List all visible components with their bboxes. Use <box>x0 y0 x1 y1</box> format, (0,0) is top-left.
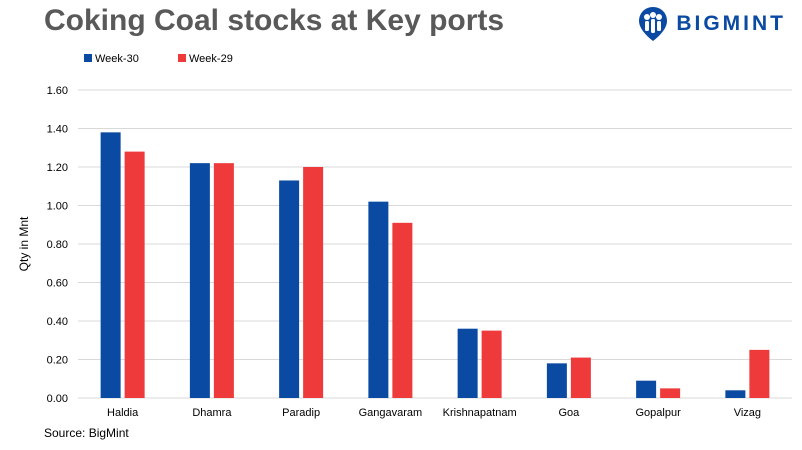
legend-swatch <box>178 54 186 62</box>
bigmint-logo-icon <box>639 7 668 41</box>
bar-week29 <box>570 357 591 398</box>
bar-week30 <box>189 163 210 398</box>
bar-week29 <box>481 330 502 398</box>
bar-week30 <box>457 328 478 398</box>
y-axis-label: Qty in Mnt <box>17 216 31 271</box>
source-note: Source: BigMint <box>44 426 129 440</box>
bar-week29 <box>392 222 413 398</box>
y-tick-label: 0.60 <box>47 278 68 290</box>
bar-week29 <box>124 151 145 398</box>
bar-week29 <box>660 388 681 398</box>
x-tick-label: Gopalpur <box>635 407 681 419</box>
y-tick-label: 0.20 <box>47 355 68 367</box>
x-tick-label: Vizag <box>734 407 761 419</box>
bar-week29 <box>213 163 234 398</box>
y-tick-label: 1.00 <box>47 201 68 213</box>
x-tick-label: Gangavaram <box>359 407 423 419</box>
bar-week30 <box>725 390 746 398</box>
logo-text: BIGMINT <box>676 12 786 35</box>
y-tick-label: 0.00 <box>47 393 68 405</box>
bar-week30 <box>279 180 300 398</box>
bar-week30 <box>100 132 121 398</box>
bar-week30 <box>546 363 567 398</box>
bar-week30 <box>368 201 389 398</box>
x-tick-label: Paradip <box>282 407 320 419</box>
bar-week29 <box>303 167 324 398</box>
chart-title: Coking Coal stocks at Key ports <box>44 4 505 37</box>
x-tick-label: Krishnapatnam <box>443 407 517 419</box>
y-tick-label: 1.20 <box>47 162 68 174</box>
y-tick-label: 1.60 <box>47 85 68 97</box>
brand-logo: BIGMINT <box>638 4 786 44</box>
x-tick-label: Goa <box>558 407 580 419</box>
x-tick-label: Haldia <box>107 407 139 419</box>
bar-week29 <box>749 349 770 398</box>
x-tick-label: Dhamra <box>192 407 232 419</box>
y-tick-label: 1.40 <box>47 124 68 136</box>
y-tick-label: 0.80 <box>47 239 68 251</box>
legend-label: Week-30 <box>95 53 139 65</box>
y-tick-label: 0.40 <box>47 316 68 328</box>
legend-swatch <box>84 54 92 62</box>
bar-week30 <box>636 380 657 398</box>
legend-label: Week-29 <box>189 53 233 65</box>
